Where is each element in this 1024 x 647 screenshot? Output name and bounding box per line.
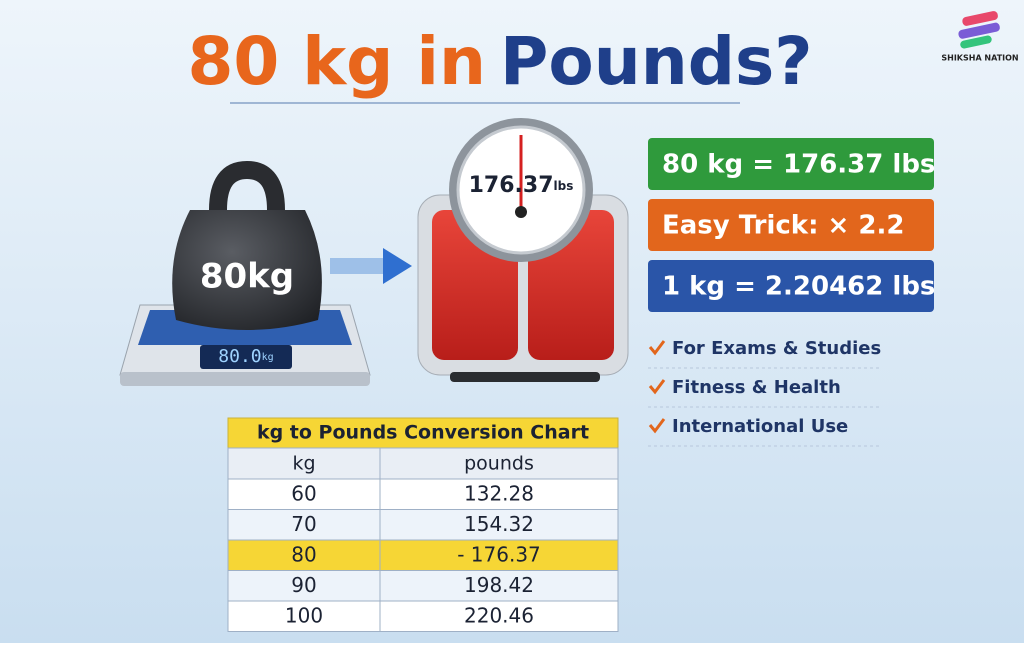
table-cell: - 176.37 bbox=[457, 543, 541, 567]
fact-text: 80 kg = 176.37 lbs bbox=[662, 150, 935, 180]
check-icon bbox=[648, 340, 666, 356]
column-header: kg bbox=[292, 453, 315, 475]
weight-label: 80kg bbox=[200, 257, 294, 297]
dial-value: 176.37 bbox=[469, 173, 554, 198]
fact-box bbox=[648, 138, 934, 190]
dial-unit: lbs bbox=[554, 179, 574, 193]
table-row bbox=[227, 509, 619, 541]
dial-reading: 176.37lbs bbox=[469, 173, 574, 198]
table-cell: 154.32 bbox=[464, 512, 534, 536]
title-part: Pounds? bbox=[500, 23, 813, 100]
header-row bbox=[227, 447, 619, 480]
table-cell: 60 bbox=[291, 482, 316, 506]
logo: SHIKSHA NATION bbox=[941, 11, 1019, 63]
table-cell: 70 bbox=[291, 512, 316, 536]
fact-text: Easy Trick: × 2.2 bbox=[662, 211, 904, 241]
table-row bbox=[227, 600, 619, 632]
table-row bbox=[227, 478, 619, 510]
title: 80 kg in Pounds? bbox=[187, 23, 812, 100]
table-cell: 90 bbox=[291, 573, 316, 597]
title-part: 80 kg in bbox=[187, 23, 486, 100]
table-cell: 132.28 bbox=[464, 482, 534, 506]
table-row bbox=[227, 570, 619, 602]
table-title: kg to Pounds Conversion Chart bbox=[257, 422, 589, 444]
table-cell: 198.42 bbox=[464, 573, 534, 597]
table-cell: 80 bbox=[291, 543, 316, 567]
check-icon bbox=[648, 418, 666, 434]
fact-box bbox=[648, 260, 934, 312]
display: 80.0kg bbox=[218, 346, 273, 367]
use-text: International Use bbox=[672, 416, 848, 437]
table-title-bg bbox=[227, 417, 619, 449]
fact-box bbox=[648, 199, 934, 251]
table-cell: 220.46 bbox=[464, 604, 534, 628]
table-cell: 100 bbox=[285, 604, 323, 628]
table-row bbox=[227, 539, 619, 571]
check-icon bbox=[648, 379, 666, 395]
column-header: pounds bbox=[464, 453, 534, 475]
logo-text: SHIKSHA NATION bbox=[941, 54, 1018, 63]
bathroom-scale: 176.37lbs bbox=[417, 118, 629, 382]
use-text: Fitness & Health bbox=[672, 377, 841, 398]
display-value: 80.0 bbox=[218, 346, 261, 367]
display-unit: kg bbox=[262, 352, 274, 363]
kettlebell: 80kg bbox=[172, 160, 322, 330]
fact-text: 1 kg = 2.20462 lbs bbox=[662, 272, 935, 302]
use-text: For Exams & Studies bbox=[672, 338, 881, 359]
arrow bbox=[330, 248, 412, 284]
